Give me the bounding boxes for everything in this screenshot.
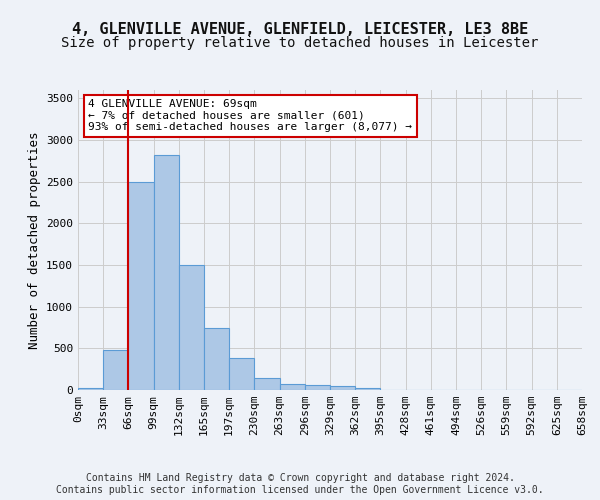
Text: Contains HM Land Registry data © Crown copyright and database right 2024.
Contai: Contains HM Land Registry data © Crown c… [56, 474, 544, 495]
Text: Size of property relative to detached houses in Leicester: Size of property relative to detached ho… [61, 36, 539, 50]
Text: 4 GLENVILLE AVENUE: 69sqm
← 7% of detached houses are smaller (601)
93% of semi-: 4 GLENVILLE AVENUE: 69sqm ← 7% of detach… [88, 99, 412, 132]
Bar [280, 384, 305, 390]
Bar [229, 358, 254, 390]
Y-axis label: Number of detached properties: Number of detached properties [28, 131, 41, 349]
Bar [305, 386, 330, 390]
Bar [355, 388, 380, 390]
Bar [154, 155, 179, 390]
Text: 4, GLENVILLE AVENUE, GLENFIELD, LEICESTER, LE3 8BE: 4, GLENVILLE AVENUE, GLENFIELD, LEICESTE… [72, 22, 528, 38]
Bar [128, 182, 154, 390]
Bar [78, 388, 103, 390]
Bar [204, 328, 229, 390]
Bar [254, 378, 280, 390]
Bar [330, 386, 355, 390]
Bar [103, 350, 128, 390]
Bar [179, 265, 204, 390]
